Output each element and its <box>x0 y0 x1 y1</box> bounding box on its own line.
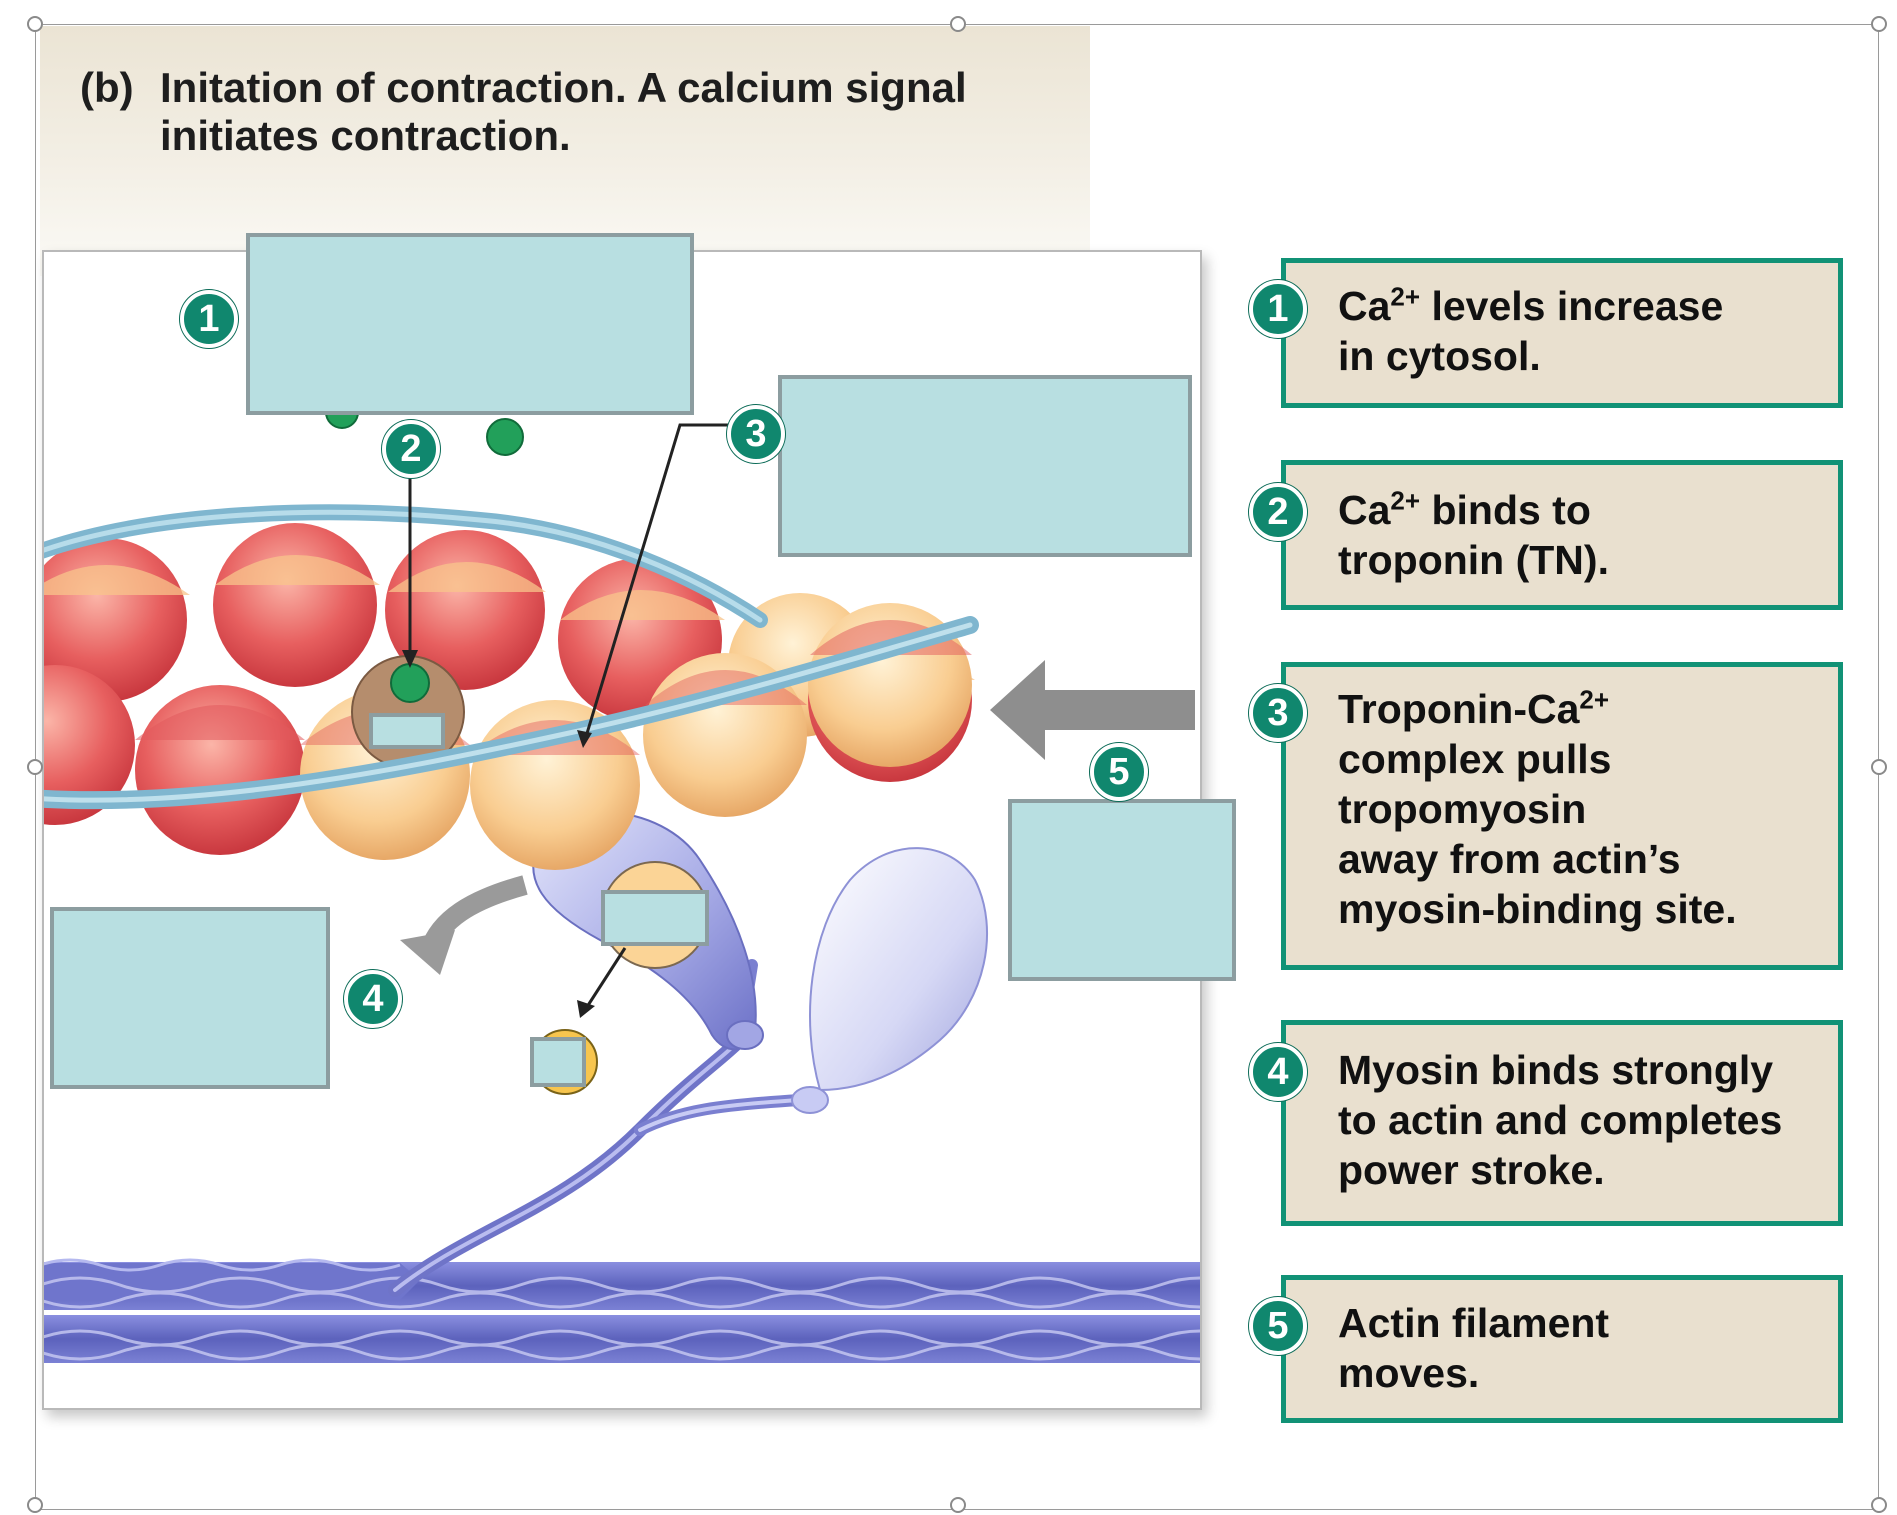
myosin-neck-knot <box>791 1086 829 1114</box>
step-box-4 <box>1281 1020 1843 1226</box>
step-badge-5: 5 <box>1249 1297 1307 1355</box>
myosin-neck-knot <box>726 1020 764 1050</box>
calcium-ion <box>486 418 524 456</box>
blank-label-adp[interactable] <box>601 890 709 946</box>
resize-handle-bottom-right[interactable] <box>1871 1497 1887 1513</box>
diagram-badge-5: 5 <box>1090 743 1148 801</box>
step-text-1: Ca2+ levels increase in cytosol. <box>1338 281 1724 379</box>
resize-handle-bottom-center[interactable] <box>950 1497 966 1513</box>
myosin-head-free <box>809 847 988 1092</box>
figure-part-label: (b) <box>80 64 134 111</box>
resize-handle-top-right[interactable] <box>1871 16 1887 32</box>
step-box-3 <box>1281 662 1843 970</box>
step-badge-3: 3 <box>1249 684 1307 742</box>
leader-lines <box>408 423 735 1011</box>
resize-handle-top-center[interactable] <box>950 16 966 32</box>
diagram-badge-2: 2 <box>382 420 440 478</box>
step-text-4: Myosin binds strongly to actin and compl… <box>1338 1047 1783 1193</box>
blank-label-troponin[interactable] <box>369 713 445 749</box>
step-text-3: Troponin-Ca2+ complex pulls tropomyosin … <box>1338 684 1737 932</box>
diagram-badge-1: 1 <box>180 290 238 348</box>
blank-label-1[interactable] <box>246 233 694 415</box>
step-text-2: Ca2+ binds to troponin (TN). <box>1338 485 1609 583</box>
resize-handle-top-left[interactable] <box>27 16 43 32</box>
blank-label-3[interactable] <box>778 375 1192 557</box>
figure-title-line1: Initation of contraction. A calcium sign… <box>160 64 967 111</box>
diagram-badge-4: 4 <box>344 970 402 1028</box>
step-box-5 <box>1281 1275 1843 1423</box>
blank-label-5[interactable] <box>1008 799 1236 981</box>
blank-label-4[interactable] <box>50 907 330 1089</box>
diagram-badge-3: 3 <box>727 405 785 463</box>
thick-filament <box>44 1258 1200 1363</box>
step-text-5: Actin filament moves. <box>1338 1300 1610 1396</box>
step-badge-2: 2 <box>1249 483 1307 541</box>
figure-title: (b) Initation of contraction. A calcium s… <box>80 64 1100 160</box>
actin-movement-arrow <box>990 660 1195 760</box>
resize-handle-middle-left[interactable] <box>27 759 43 775</box>
resize-handle-middle-right[interactable] <box>1871 759 1887 775</box>
step-box-2 <box>1281 460 1843 610</box>
resize-handle-bottom-left[interactable] <box>27 1497 43 1513</box>
selection-frame[interactable] <box>35 24 1879 1510</box>
figure-title-line2: initiates contraction. <box>160 112 571 159</box>
step-badge-1: 1 <box>1249 280 1307 338</box>
step-badge-4: 4 <box>1249 1043 1307 1101</box>
blank-label-pi[interactable] <box>530 1037 586 1087</box>
